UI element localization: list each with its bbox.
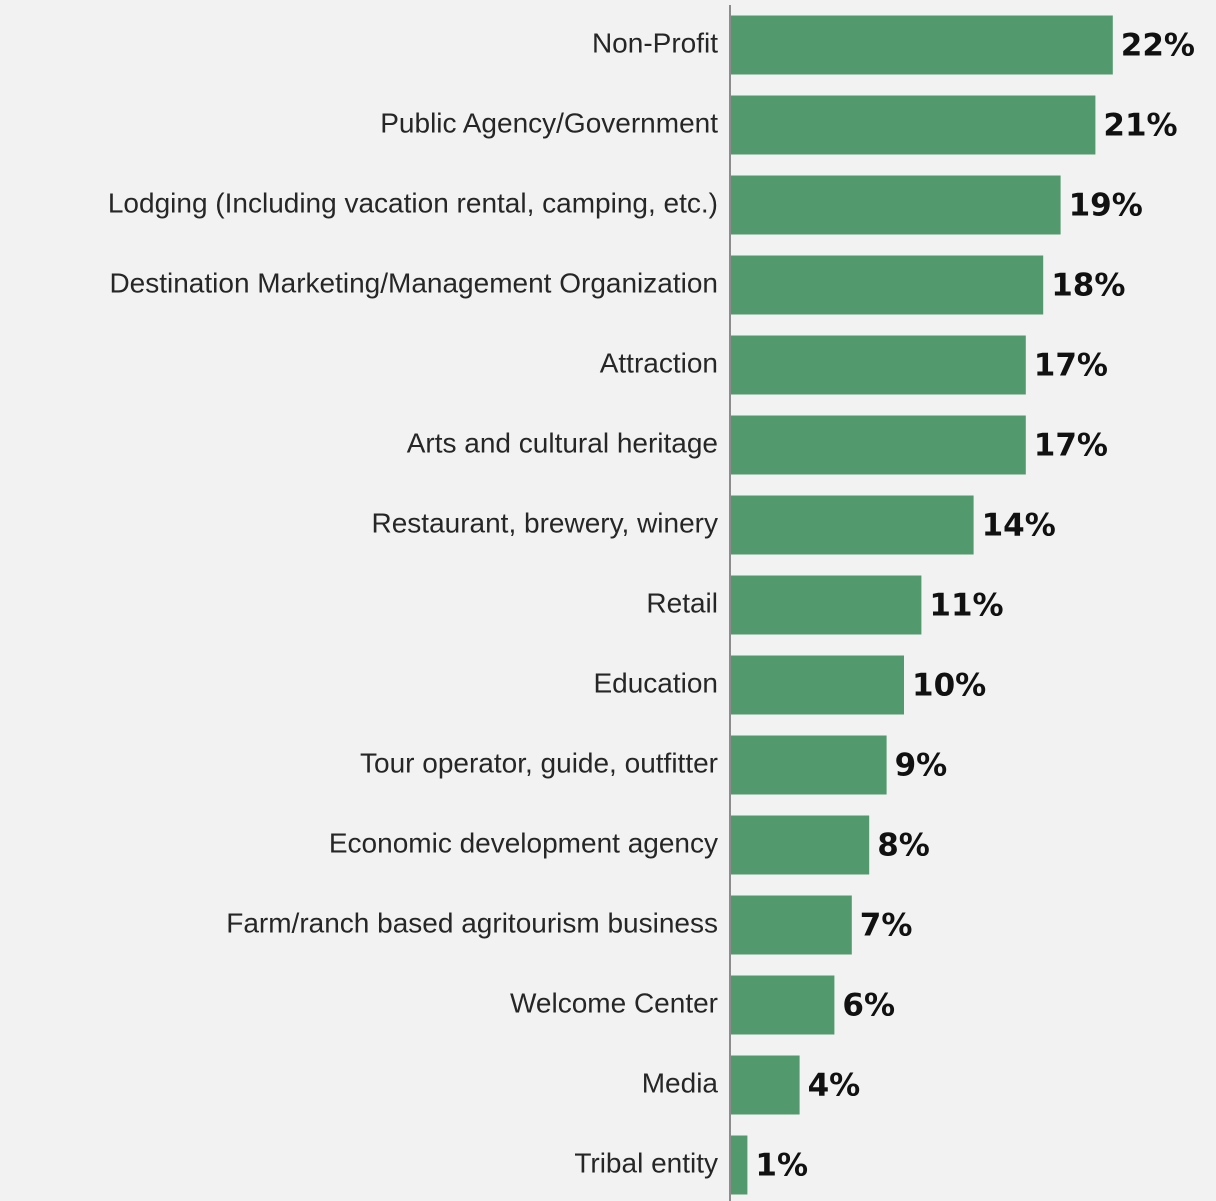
category-label: Public Agency/Government [380, 107, 718, 138]
value-label: 18% [1051, 268, 1125, 304]
value-label: 21% [1103, 108, 1177, 144]
value-label: 22% [1121, 28, 1195, 64]
category-label: Tribal entity [574, 1147, 718, 1178]
bar [730, 95, 1096, 155]
category-label: Farm/ranch based agritourism business [226, 907, 718, 938]
bar [730, 335, 1026, 395]
bar [730, 15, 1113, 75]
bar [730, 975, 835, 1035]
bar [730, 415, 1026, 475]
category-label: Media [642, 1067, 719, 1098]
value-label: 14% [982, 508, 1056, 544]
bar [730, 655, 904, 715]
category-label: Education [593, 667, 718, 698]
bar [730, 1135, 748, 1195]
value-label: 8% [877, 828, 930, 864]
category-label: Attraction [600, 347, 718, 378]
bar [730, 895, 852, 955]
category-label: Non-Profit [592, 27, 718, 58]
bar [730, 815, 870, 875]
bar [730, 575, 922, 635]
category-label: Tour operator, guide, outfitter [360, 747, 718, 778]
category-label: Welcome Center [510, 987, 718, 1018]
value-label: 6% [842, 988, 895, 1024]
bar [730, 495, 974, 555]
category-label: Restaurant, brewery, winery [372, 507, 719, 538]
category-label: Lodging (Including vacation rental, camp… [108, 187, 718, 218]
category-label: Arts and cultural heritage [407, 427, 718, 458]
value-label: 19% [1069, 188, 1143, 224]
bar [730, 255, 1044, 315]
value-label: 17% [1034, 348, 1108, 384]
bars-group [730, 15, 1113, 1195]
value-label: 7% [860, 908, 913, 944]
value-label: 4% [808, 1068, 861, 1104]
category-label: Destination Marketing/Management Organiz… [109, 267, 718, 298]
value-label: 9% [895, 748, 948, 784]
value-label: 11% [929, 588, 1003, 624]
category-label: Economic development agency [329, 827, 718, 858]
bar [730, 175, 1061, 235]
category-label: Retail [646, 587, 718, 618]
bar [730, 735, 887, 795]
bar [730, 1055, 800, 1115]
value-label: 10% [912, 668, 986, 704]
value-label: 1% [755, 1148, 808, 1184]
value-label: 17% [1034, 428, 1108, 464]
